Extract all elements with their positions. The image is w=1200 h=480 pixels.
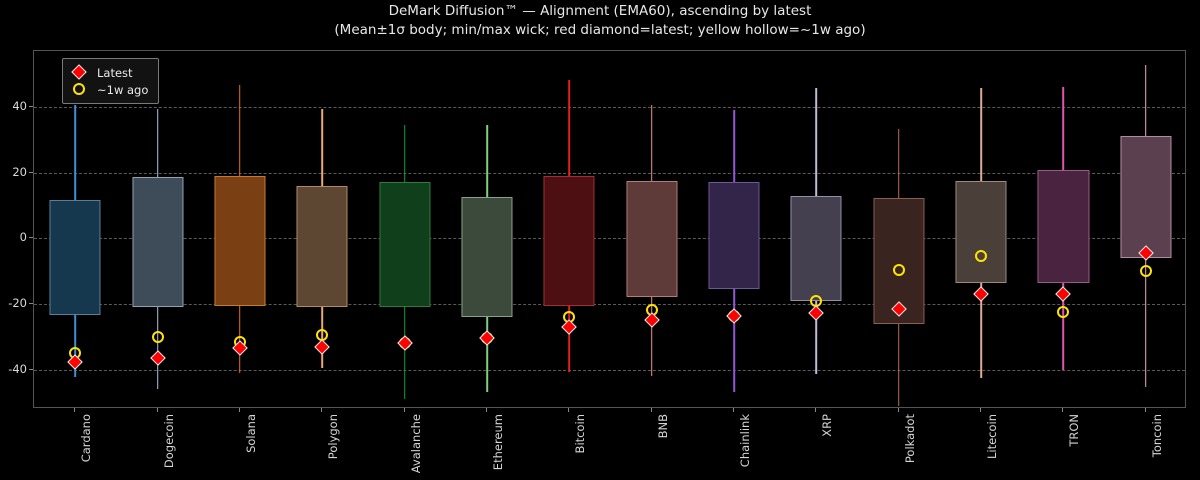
x-axis-tick-mark xyxy=(733,408,735,412)
x-axis-tick-mark xyxy=(74,408,76,412)
y-axis-tick-mark xyxy=(29,105,33,107)
y-axis-tick-label: -20 xyxy=(8,295,27,310)
box-body xyxy=(379,182,431,308)
y-axis-tick-mark xyxy=(29,237,33,239)
yellow-circle-icon xyxy=(70,81,90,98)
box-body xyxy=(790,196,842,301)
y-axis-tick-mark xyxy=(29,171,33,173)
y-axis-tick-label: 40 xyxy=(12,98,27,113)
x-axis-tick-mark xyxy=(1062,408,1064,412)
x-axis-label-tron: TRON xyxy=(1067,414,1082,447)
x-axis-tick-mark xyxy=(238,408,240,412)
x-axis-label-polygon: Polygon xyxy=(326,414,341,460)
y-axis-tick-mark xyxy=(29,368,33,370)
x-axis-tick-mark xyxy=(897,408,899,412)
latest-marker xyxy=(726,308,742,325)
latest-marker xyxy=(643,312,660,329)
x-axis-label-solana: Solana xyxy=(243,414,258,453)
box-body xyxy=(1037,169,1089,283)
x-axis-label-avalanche: Avalanche xyxy=(408,414,423,474)
week-ago-marker xyxy=(975,249,988,262)
y-axis-tick-mark xyxy=(29,302,33,304)
box-body xyxy=(873,198,925,324)
legend-label-latest: Latest xyxy=(97,65,133,80)
box-body xyxy=(132,177,184,307)
box-body xyxy=(1120,136,1172,258)
box-body xyxy=(296,185,348,308)
x-axis-label-chainlink: Chainlink xyxy=(738,414,753,468)
gridline xyxy=(34,303,1185,305)
week-ago-marker xyxy=(892,263,905,276)
legend-label-week-ago: ~1w ago xyxy=(97,82,149,97)
y-axis-tick-label: 0 xyxy=(19,230,27,245)
chart-legend: Latest ~1w ago xyxy=(62,58,160,104)
latest-marker xyxy=(973,285,989,302)
latest-marker xyxy=(1055,286,1072,302)
x-axis-label-polkadot: Polkadot xyxy=(902,414,917,464)
legend-item-latest: Latest xyxy=(70,64,148,81)
gridline xyxy=(34,172,1185,174)
plot-inner xyxy=(34,51,1185,407)
box-body xyxy=(955,181,1007,283)
red-diamond-icon xyxy=(70,64,90,81)
box-body xyxy=(626,181,678,298)
box-body xyxy=(214,176,266,307)
x-axis-tick-mark xyxy=(1144,408,1146,412)
latest-marker xyxy=(314,339,331,356)
box-body xyxy=(708,182,760,290)
x-axis-tick-mark xyxy=(403,408,405,412)
latest-marker xyxy=(561,318,578,335)
x-axis-label-ethereum: Ethereum xyxy=(490,414,505,471)
x-axis-label-bnb: BNB xyxy=(655,414,670,439)
week-ago-marker xyxy=(151,330,164,343)
x-axis-tick-mark xyxy=(815,408,817,412)
x-axis-tick-mark xyxy=(485,408,487,412)
x-axis-label-litecoin: Litecoin xyxy=(985,414,1000,460)
legend-item-week-ago: ~1w ago xyxy=(70,81,148,98)
latest-marker xyxy=(396,334,413,351)
gridline xyxy=(34,106,1185,108)
x-axis-tick-mark xyxy=(568,408,570,412)
gridline xyxy=(34,238,1185,240)
x-axis-tick-mark xyxy=(321,408,323,412)
x-axis-tick-mark xyxy=(980,408,982,412)
chart-title-block: DeMark Diffusion™ — Alignment (EMA60), a… xyxy=(0,2,1200,40)
gridline xyxy=(34,369,1185,371)
x-axis-label-toncoin: Toncoin xyxy=(1149,414,1164,458)
x-axis-label-xrp: XRP xyxy=(820,414,835,437)
x-axis-label-bitcoin: Bitcoin xyxy=(573,414,588,454)
chart-title: DeMark Diffusion™ — Alignment (EMA60), a… xyxy=(388,3,812,19)
x-axis-label-cardano: Cardano xyxy=(79,414,94,463)
latest-marker xyxy=(479,330,495,346)
x-axis-tick-mark xyxy=(650,408,652,412)
y-axis-tick-label: 20 xyxy=(12,164,27,179)
week-ago-marker xyxy=(1139,265,1152,278)
box-body xyxy=(543,175,595,307)
latest-marker xyxy=(149,350,166,367)
box-body xyxy=(461,196,513,318)
x-axis-tick-mark xyxy=(156,408,158,412)
week-ago-marker xyxy=(1057,306,1070,319)
latest-marker xyxy=(808,305,825,322)
box-body xyxy=(49,200,101,316)
plot-area xyxy=(33,50,1186,408)
x-axis-label-dogecoin: Dogecoin xyxy=(161,414,176,469)
y-axis-tick-label: -40 xyxy=(8,361,27,376)
chart-subtitle: (Mean±1σ body; min/max wick; red diamond… xyxy=(334,22,866,38)
